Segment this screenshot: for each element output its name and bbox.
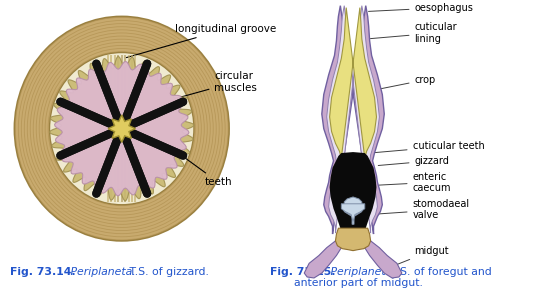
Text: Periplaneta.: Periplaneta.	[67, 267, 136, 277]
Text: enteric
caecum: enteric caecum	[379, 171, 451, 193]
Polygon shape	[126, 71, 181, 125]
Polygon shape	[126, 133, 179, 188]
Polygon shape	[50, 56, 194, 201]
Polygon shape	[341, 204, 365, 221]
Text: stomodaeal
valve: stomodaeal valve	[373, 199, 470, 221]
Text: Fig. 73.14.: Fig. 73.14.	[10, 267, 76, 277]
Text: L.S. of foregut and: L.S. of foregut and	[387, 267, 492, 277]
Text: T.S. of gizzard.: T.S. of gizzard.	[126, 267, 208, 277]
Text: crop: crop	[379, 75, 436, 89]
Text: cuticular
lining: cuticular lining	[370, 22, 457, 44]
Text: cuticular teeth: cuticular teeth	[373, 141, 484, 153]
Polygon shape	[363, 241, 402, 278]
Ellipse shape	[14, 16, 229, 241]
Ellipse shape	[50, 52, 194, 205]
Polygon shape	[327, 6, 380, 233]
Polygon shape	[344, 197, 362, 224]
Polygon shape	[322, 6, 385, 234]
Polygon shape	[131, 107, 189, 150]
Text: oesophagus: oesophagus	[369, 3, 473, 13]
Polygon shape	[100, 138, 143, 196]
Polygon shape	[64, 69, 118, 125]
Polygon shape	[108, 115, 136, 142]
Polygon shape	[62, 133, 118, 186]
Text: teeth: teeth	[181, 155, 232, 187]
Polygon shape	[330, 8, 376, 158]
Polygon shape	[330, 152, 376, 228]
Text: midgut: midgut	[398, 246, 449, 264]
Text: Periplaneta.: Periplaneta.	[327, 267, 395, 277]
Polygon shape	[335, 228, 371, 251]
Text: gizzard: gizzard	[379, 156, 450, 166]
Text: circular
muscles: circular muscles	[175, 71, 257, 99]
Polygon shape	[100, 61, 143, 120]
Polygon shape	[304, 241, 344, 278]
Polygon shape	[55, 107, 113, 150]
Text: longitudinal groove: longitudinal groove	[126, 24, 277, 58]
Text: Fig. 73.15.: Fig. 73.15.	[270, 267, 335, 277]
Text: anterior part of midgut.: anterior part of midgut.	[294, 278, 423, 288]
